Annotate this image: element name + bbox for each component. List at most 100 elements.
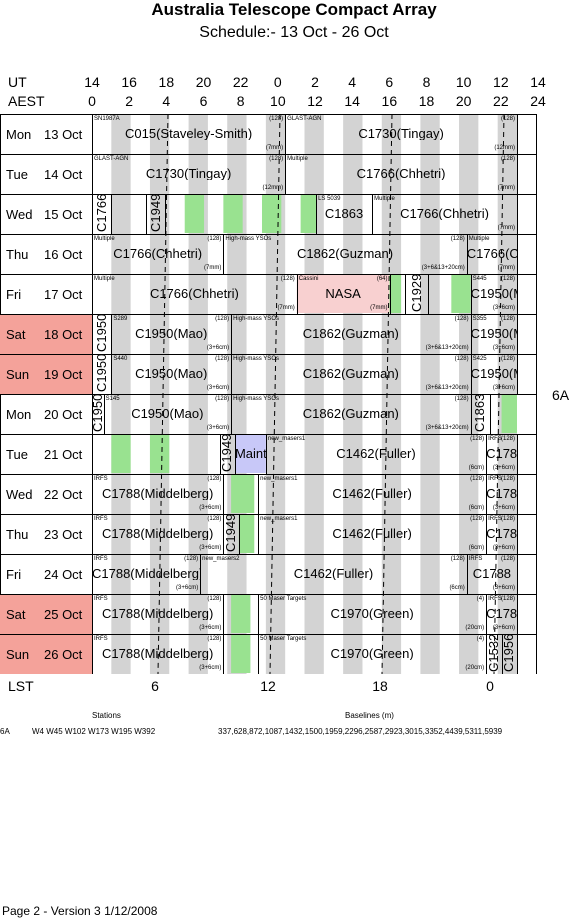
time-stripe [304, 314, 324, 354]
aest-label: AEST [8, 93, 45, 109]
time-stripe [188, 634, 208, 674]
block-tag: new_masers1 [267, 436, 306, 442]
project-title: C1462(Fuller) [332, 527, 412, 540]
time-stripe [304, 114, 324, 154]
slot-fill-maint [234, 435, 266, 473]
time-stripe [304, 634, 324, 674]
time-stripe [188, 514, 208, 554]
day-date: 16 Oct [44, 247, 83, 262]
project-title: C1950(Mao) [135, 327, 208, 340]
lst-guide-line [157, 114, 169, 674]
aest-tick: 22 [493, 93, 509, 109]
block-band: (3+6&13+20cm) [421, 265, 465, 271]
block-priority: (128) [500, 156, 515, 162]
time-stripe [497, 234, 517, 274]
time-stripe [497, 474, 517, 514]
time-stripe [227, 234, 247, 274]
ut-tick: 16 [121, 74, 137, 90]
time-stripe [265, 154, 286, 194]
block-tag: S440 [113, 356, 128, 362]
time-stripe [381, 154, 402, 194]
day-of-week: Fri [6, 287, 22, 302]
time-stripe [111, 154, 131, 194]
time-stripe [343, 114, 363, 154]
project-title: C1766(Chhetri) [113, 247, 203, 260]
time-stripe [149, 194, 170, 234]
block-priority: (128) [500, 436, 515, 442]
time-stripe [188, 314, 208, 354]
time-stripe [459, 554, 479, 594]
time-stripe [149, 474, 170, 514]
time-stripe [343, 154, 363, 194]
block-band: (3+6cm) [492, 505, 515, 511]
page-subtitle: Schedule:- 13 Oct - 26 Oct [199, 24, 389, 41]
day-of-week: Sun [6, 367, 30, 382]
ut-tick: 20 [195, 74, 212, 90]
time-stripe [420, 314, 440, 354]
time-stripe [304, 474, 324, 514]
block-priority: (128) [500, 476, 515, 482]
block-priority: (128) [207, 236, 222, 242]
time-stripe [111, 474, 131, 514]
rotated-project-label: C1949 [147, 193, 163, 232]
block-band: (3+6cm) [176, 585, 199, 591]
time-stripe [343, 634, 363, 674]
time-stripe [188, 394, 208, 434]
block-band: (6cm) [468, 465, 485, 471]
block-tag: High-mass YSOs [225, 236, 272, 242]
day-label: Thu 16 Oct [0, 235, 92, 274]
time-stripe [381, 354, 402, 394]
block-tag: High-mass YSOs [233, 356, 279, 362]
day-label: Sat 25 Oct [0, 595, 92, 634]
block-tag: IRFS [488, 516, 502, 522]
ut-tick: 10 [455, 74, 472, 90]
block-band: (3+6cm) [492, 545, 515, 551]
block-priority: (128) [207, 636, 222, 642]
slot-fill-green [184, 195, 205, 233]
time-stripe [497, 354, 517, 394]
ut-tick: 2 [311, 74, 319, 90]
block-tag: LS 5039 [318, 196, 341, 202]
day-date: 15 Oct [44, 207, 83, 222]
block-tag: S145 [105, 396, 120, 402]
block-band: (3+6cm) [199, 665, 222, 671]
day-date: 22 Oct [44, 487, 83, 502]
time-stripe [459, 514, 479, 554]
block-band: (3+6cm) [492, 345, 515, 351]
block-band: (3+6&13+20cm) [425, 385, 469, 391]
time-stripe [497, 274, 517, 314]
time-stripe [420, 434, 440, 474]
time-stripe [227, 554, 247, 594]
block-band: (6cm) [468, 505, 485, 511]
project-title: C1788 [486, 527, 517, 540]
day-label: Sun 26 Oct [0, 635, 92, 674]
time-stripe [459, 474, 479, 514]
block-priority: (128) [500, 276, 515, 282]
time-stripe [343, 314, 363, 354]
block-band: (7mm) [370, 305, 388, 311]
project-title: C1788 [486, 487, 517, 500]
project-title: C1970(Green) [330, 607, 414, 620]
block-tag: IRFS [488, 436, 502, 442]
ut-tick: 12 [493, 74, 509, 90]
block-tag: Multiple [94, 276, 115, 282]
time-stripe [188, 434, 208, 474]
block-band: (3+6cm) [492, 305, 515, 311]
time-stripe [304, 154, 324, 194]
day-of-week: Mon [6, 127, 32, 142]
block-tag: new_masers1 [260, 516, 298, 522]
slot-fill-green [231, 635, 251, 673]
time-stripe [343, 594, 363, 634]
rotated-project-label: C1950 [93, 353, 109, 392]
rotated-project-label: C1950 [89, 393, 105, 432]
block-tag: IRFS [468, 556, 483, 562]
time-stripe [149, 594, 170, 634]
time-stripe [497, 434, 517, 474]
slot-fill-green [262, 195, 282, 233]
block-band: (7mm) [497, 185, 515, 191]
slot-fill-green [501, 395, 517, 433]
aest-tick: 18 [418, 93, 435, 109]
time-stripe [343, 474, 363, 514]
block-tag: Multiple [94, 236, 115, 242]
block-tag: IRFS [94, 636, 108, 642]
